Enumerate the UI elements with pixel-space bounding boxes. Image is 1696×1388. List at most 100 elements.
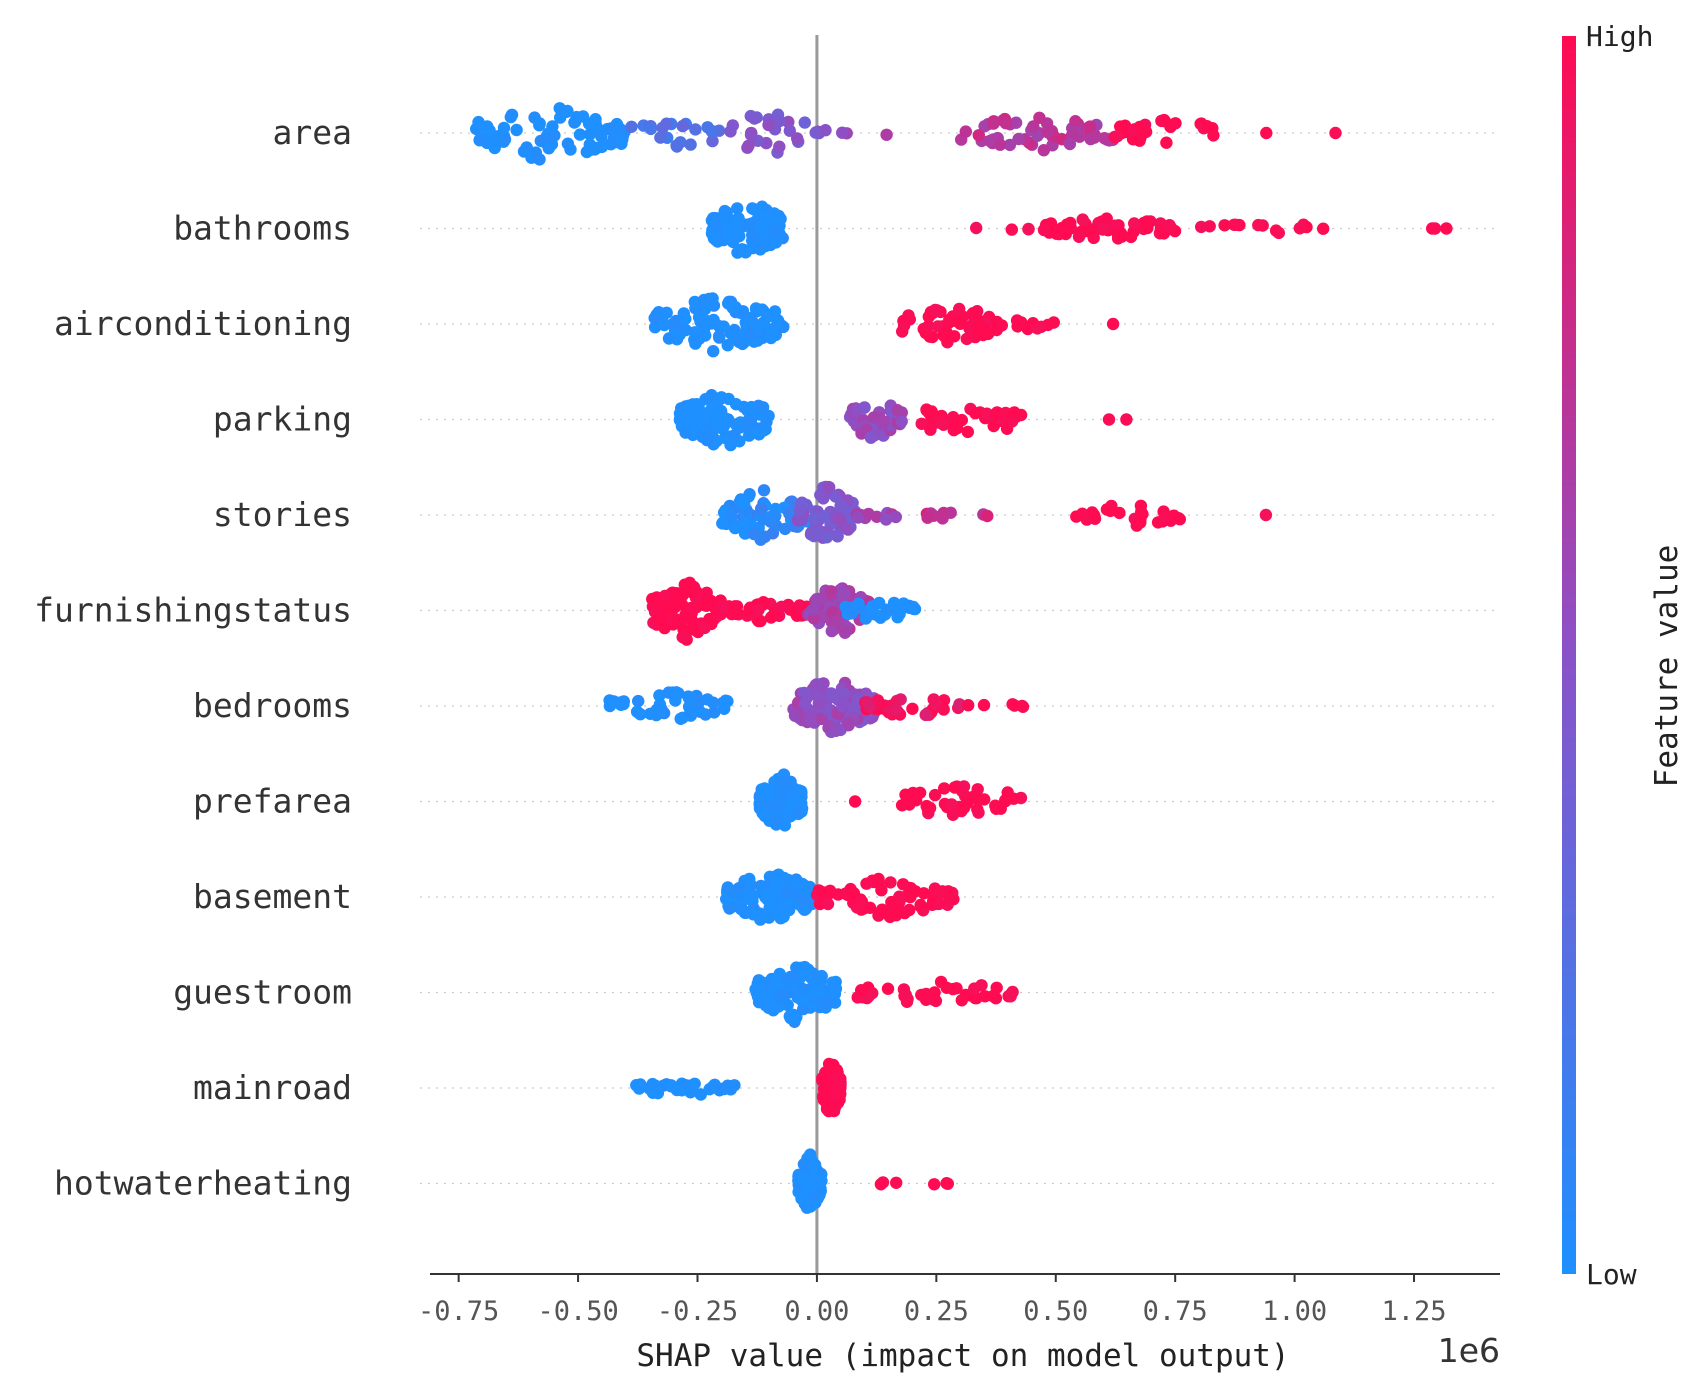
shap-dot: [685, 605, 698, 618]
shap-dot: [732, 212, 745, 225]
shap-dot: [697, 293, 711, 307]
shap-dot: [915, 417, 928, 430]
shap-dot: [828, 1072, 842, 1086]
shap-dot: [887, 596, 901, 610]
colorbar-low-label: Low: [1586, 1258, 1637, 1291]
shap-dot: [739, 246, 752, 259]
shap-dot: [1064, 216, 1077, 230]
shap-dot: [1113, 506, 1126, 520]
shap-dot: [807, 1162, 820, 1175]
shap-dot: [676, 630, 689, 644]
shap-dot: [1012, 132, 1025, 146]
shap-dot: [1207, 129, 1220, 142]
shap-dot: [1293, 222, 1307, 235]
shap-dot: [793, 877, 807, 890]
shap-dot: [648, 311, 661, 325]
shap-dot: [744, 403, 757, 416]
x-tick-label: 0.75: [1143, 1296, 1208, 1327]
shap-dot: [510, 123, 523, 137]
shap-dot: [1440, 222, 1453, 235]
shap-dot: [533, 153, 546, 166]
shap-dot: [915, 988, 928, 1002]
shap-dot: [768, 973, 782, 986]
shap-dot: [1164, 120, 1177, 134]
shap-dot: [993, 138, 1007, 151]
feature-label-area: area: [273, 113, 352, 152]
shap-dot: [1114, 120, 1127, 133]
shap-dot: [675, 598, 689, 611]
shap-dot: [698, 621, 711, 635]
shap-dot: [932, 897, 946, 911]
shap-dot: [724, 327, 738, 340]
shap-dot: [919, 708, 932, 722]
shap-dot: [747, 203, 761, 216]
shap-dot: [696, 430, 709, 443]
shap-dot: [474, 132, 487, 146]
shap-dot: [498, 133, 512, 146]
shap-dot: [826, 976, 839, 989]
shap-dot: [717, 415, 730, 428]
shap-dot: [844, 882, 857, 896]
shap-dot: [1022, 222, 1035, 236]
shap-dot: [750, 986, 763, 999]
shap-dot: [759, 210, 772, 223]
shap-dot: [754, 614, 767, 628]
shap-dot: [807, 512, 821, 525]
shap-dot: [980, 407, 994, 420]
shap-dot: [899, 788, 912, 801]
shap-dot: [842, 717, 855, 730]
shap-dot: [920, 403, 933, 416]
shap-dot: [1087, 508, 1101, 522]
shap-dot: [706, 134, 719, 148]
x-tick-label: 1.25: [1382, 1296, 1447, 1327]
shap-dot: [873, 596, 886, 610]
shap-dot: [659, 601, 672, 614]
feature-label-hotwaterheating: hotwaterheating: [54, 1164, 352, 1203]
shap-dot: [897, 983, 911, 996]
shap-dot: [825, 687, 838, 700]
shap-dot: [854, 896, 867, 909]
shap-dot: [928, 882, 942, 895]
shap-dot: [794, 961, 808, 974]
shap-dot: [769, 236, 783, 249]
shap-dot: [725, 884, 738, 898]
shap-dot: [728, 521, 742, 535]
shap-dot: [1006, 698, 1019, 711]
shap-dot: [1100, 212, 1113, 225]
shap-dot: [746, 228, 759, 242]
x-tick-label: 0.50: [1023, 1296, 1088, 1327]
shap-dot: [778, 522, 792, 536]
shap-dot: [1010, 314, 1024, 327]
shap-dot: [889, 703, 903, 717]
shap-dot: [841, 523, 854, 536]
shap-dot: [971, 322, 985, 335]
shap-dot: [770, 225, 783, 238]
shap-dot: [969, 407, 982, 420]
shap-dot: [838, 587, 851, 600]
shap-dot: [896, 325, 909, 338]
shap-dot: [805, 527, 819, 540]
shap-dot: [804, 1148, 817, 1161]
shap-dot: [786, 971, 800, 984]
shap-dot: [731, 202, 744, 215]
shap-dot: [845, 607, 858, 620]
shap-dot: [757, 238, 770, 251]
shap-dot: [762, 118, 775, 132]
shap-dot: [783, 901, 796, 914]
shap-dot: [962, 699, 975, 712]
shap-dot: [744, 109, 757, 123]
shap-dot: [1041, 126, 1055, 139]
shap-dot: [781, 998, 794, 1012]
shap-dot: [653, 689, 666, 702]
shap-dot: [1133, 120, 1146, 134]
shap-dot: [752, 428, 766, 441]
shap-dot: [675, 613, 688, 627]
shap-dot: [1027, 120, 1040, 133]
shap-dot: [938, 782, 951, 795]
shap-dot: [890, 1176, 903, 1190]
shap-dot: [821, 897, 835, 911]
shap-dot: [937, 703, 950, 716]
shap-dot: [739, 906, 753, 919]
shap-dot: [825, 624, 838, 638]
shap-dot: [816, 886, 829, 899]
